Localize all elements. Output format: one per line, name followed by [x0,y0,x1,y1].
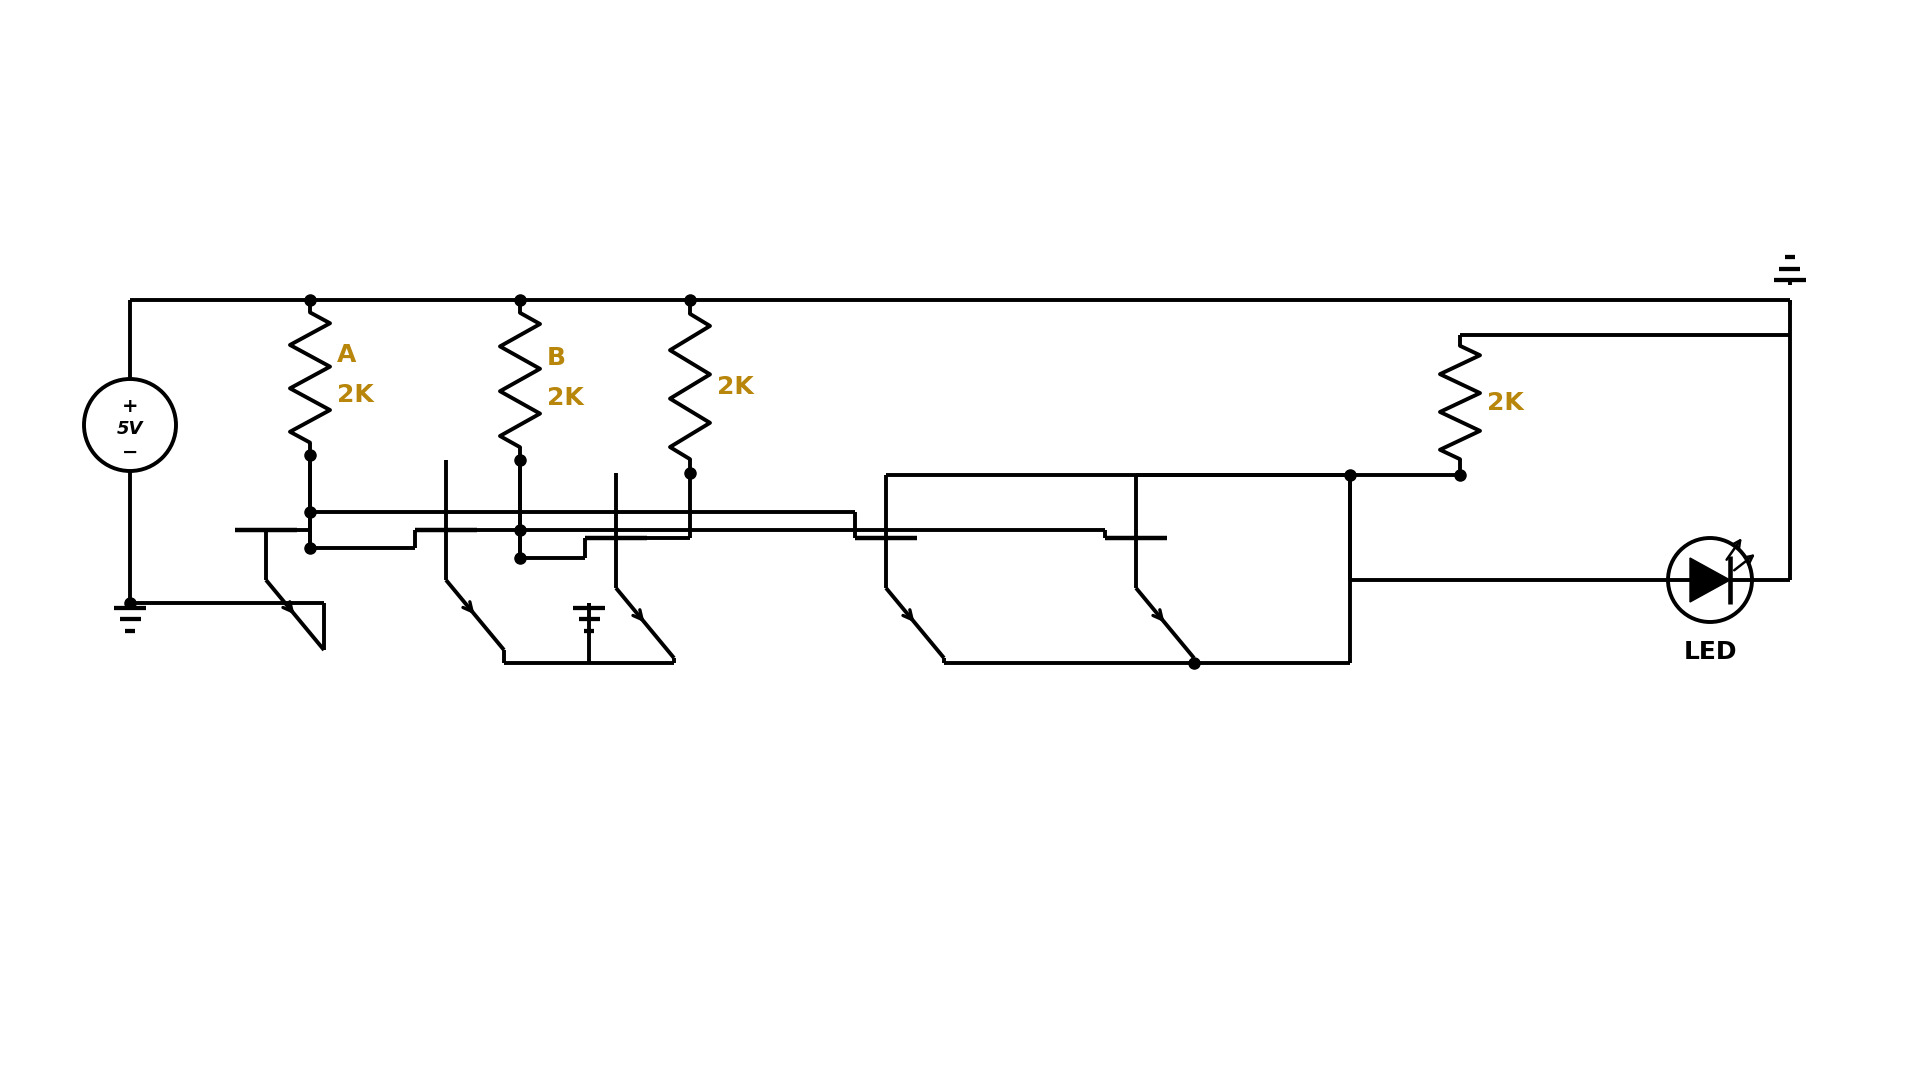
Text: 2K: 2K [1486,391,1524,415]
Text: A: A [338,343,357,367]
Text: +: + [121,397,138,417]
Polygon shape [1690,558,1730,602]
Text: 2K: 2K [716,375,755,399]
Text: LED: LED [1684,640,1738,664]
Text: B: B [547,346,566,370]
Text: 2K: 2K [547,386,584,410]
Text: 5V: 5V [117,420,144,438]
Text: 2K: 2K [338,383,374,407]
Text: −: − [121,443,138,461]
